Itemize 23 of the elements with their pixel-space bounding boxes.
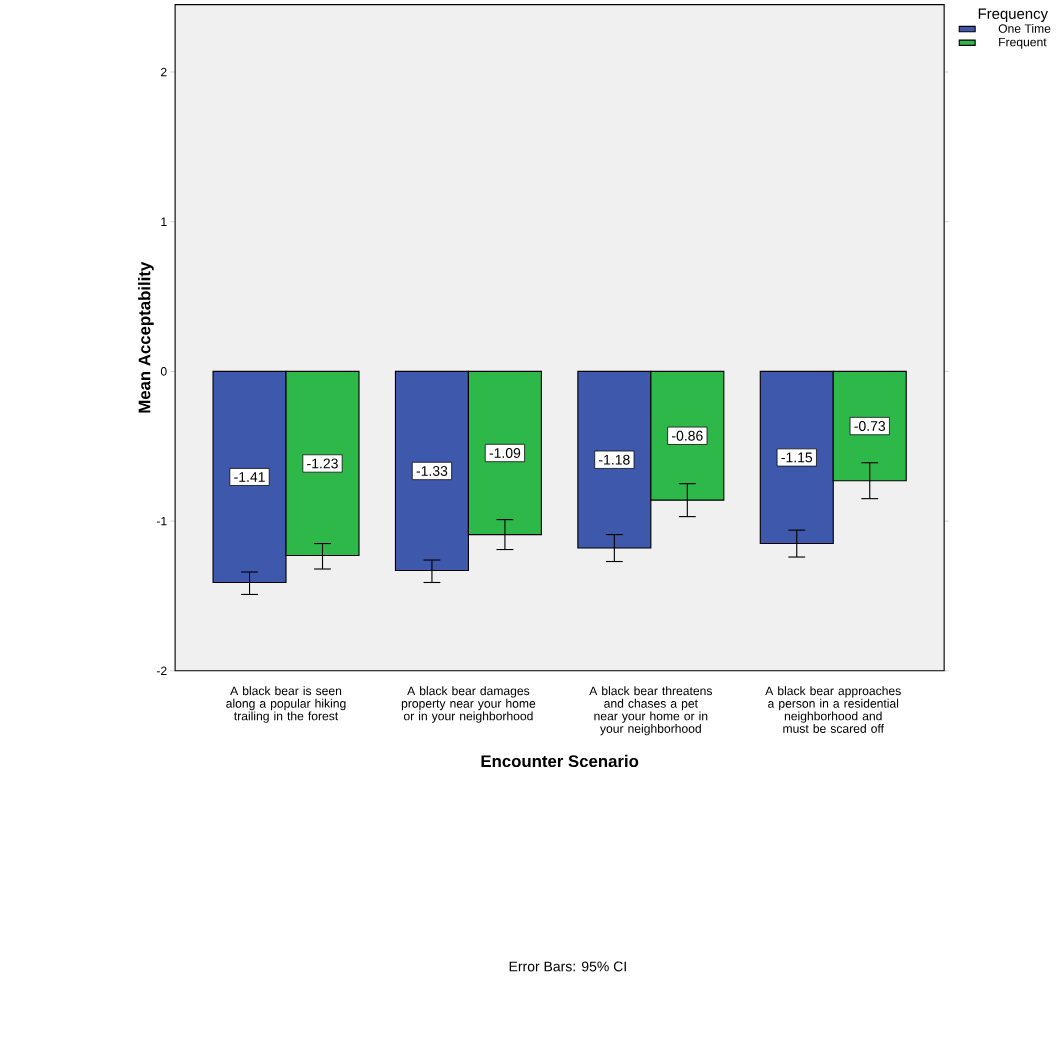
data-label: -1.09 [489,448,521,458]
data-label: -1.15 [781,452,813,463]
y-tick-label: -1 [157,516,167,526]
y-tick-label: -2 [157,666,167,676]
data-label: -0.73 [854,421,886,431]
text: Error Bars: 95% CI [509,961,627,972]
y-axis-title: Mean Acceptability [138,261,154,413]
x-tick-label: A black bear is seen along a popular hiking trailing in the forest [226,686,346,723]
y-tick-label: 0 [161,367,167,376]
x-tick-label: A black bear approaches a person in a residential neighborhood and must be scared off [765,686,902,733]
x-axis-title: Encounter Scenario [481,754,639,768]
x-tick-label: A black bear threatens and chases a pet near your home or in your neighborhood [589,686,713,736]
data-label: -1.41 [234,472,265,482]
y-tick-label: 1 [161,217,167,226]
legend-label: Frequent [999,37,1047,49]
y-tick-label: 2 [161,67,167,77]
data-label: -1.33 [416,466,448,476]
legend-label: One Time [998,23,1051,33]
data-label: -0.86 [672,430,703,441]
data-label: -1.18 [599,454,630,465]
legend-title: Frequency [979,8,1049,22]
data-label: -1.23 [307,458,339,469]
x-tick-label: A black bear damages property near your home or in your neighborhood [402,686,536,723]
